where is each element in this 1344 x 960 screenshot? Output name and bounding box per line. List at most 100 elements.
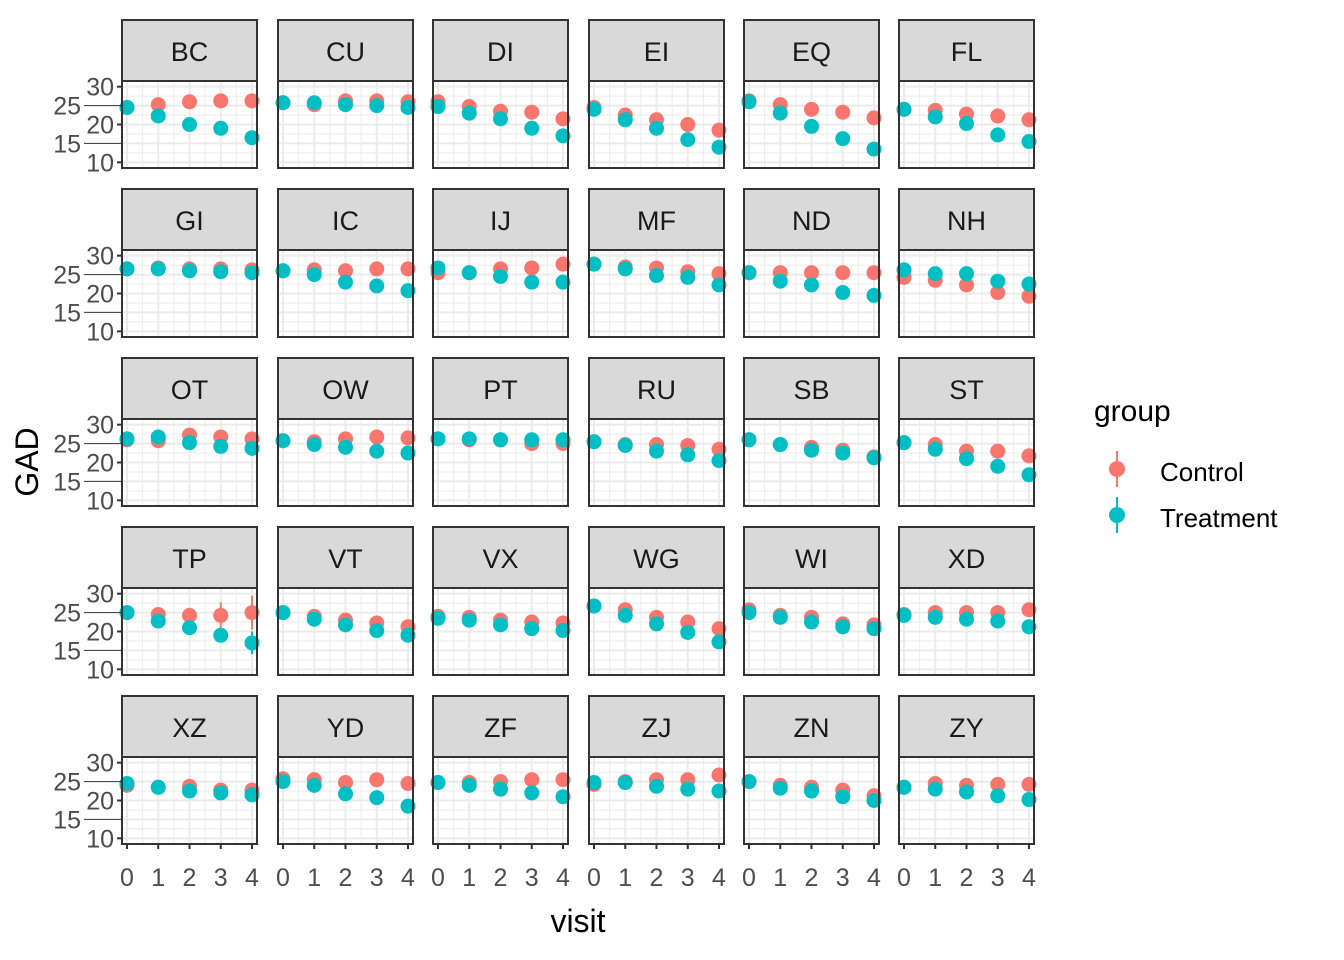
data-point-treatment <box>400 283 416 299</box>
legend-label-treatment: Treatment <box>1160 503 1278 533</box>
facet-strip <box>432 695 569 758</box>
facet-panel-ow: OW <box>275 357 416 507</box>
data-point-treatment <box>555 623 571 639</box>
x-tick-label: 1 <box>151 864 165 892</box>
facet-strip-label: OW <box>322 375 369 405</box>
data-point-treatment <box>835 445 851 461</box>
data-point-treatment <box>649 268 664 284</box>
facet-strip <box>121 188 258 251</box>
y-tick-label: 15 <box>53 806 81 834</box>
data-point-treatment <box>990 273 1006 289</box>
facet-strip-label: WG <box>633 544 680 574</box>
data-point-control <box>990 108 1006 124</box>
facet-panel-ei: EI <box>586 19 727 169</box>
y-tick-label: 20 <box>86 281 114 309</box>
facet-strip <box>743 19 880 82</box>
y-tick-label: 30 <box>86 750 114 778</box>
data-point-treatment <box>835 285 851 301</box>
data-point-control <box>804 265 819 281</box>
data-point-control <box>680 614 696 630</box>
data-point-treatment <box>400 627 416 643</box>
facet-strip-label: IC <box>332 206 359 236</box>
data-point-treatment <box>369 443 385 459</box>
x-axis-label: visit <box>550 903 605 939</box>
data-point-treatment <box>959 451 974 467</box>
x-tick-label: 4 <box>556 864 570 892</box>
facet-strip-label: EI <box>644 37 670 67</box>
data-point-treatment <box>835 131 851 147</box>
data-point-treatment <box>617 607 633 623</box>
x-tick-label: 1 <box>773 864 787 892</box>
data-point-treatment <box>741 432 757 448</box>
legend: group Control Treatment <box>1094 395 1278 533</box>
y-tick-label: 15 <box>53 299 81 327</box>
data-point-treatment <box>990 613 1006 629</box>
facet-strip-label: TP <box>172 544 207 574</box>
data-point-treatment <box>461 612 477 628</box>
facet-strip-label: PT <box>483 375 518 405</box>
data-point-treatment <box>524 621 540 637</box>
x-tick-label: 3 <box>681 864 695 892</box>
data-point-treatment <box>338 617 353 633</box>
data-point-control <box>711 122 727 138</box>
data-point-treatment <box>275 433 291 449</box>
facet-strip <box>743 695 880 758</box>
data-point-control <box>1021 776 1037 792</box>
facet-strip <box>277 695 414 758</box>
x-tick-label: 2 <box>650 864 664 892</box>
data-point-treatment <box>150 779 166 795</box>
x-tick-label: 4 <box>245 864 259 892</box>
facet-strip <box>432 526 569 589</box>
x-tick-label: 2 <box>183 864 197 892</box>
data-point-treatment <box>369 278 385 294</box>
facet-strip-label: YD <box>327 713 365 743</box>
y-tick-label: 20 <box>86 619 114 647</box>
y-tick-label: 30 <box>86 74 114 102</box>
y-tick-label: 15 <box>53 468 81 496</box>
data-point-treatment <box>119 99 135 115</box>
data-point-control <box>338 775 353 791</box>
x-tick-label: 2 <box>494 864 508 892</box>
data-point-control <box>244 605 260 621</box>
facet-strip <box>898 526 1035 589</box>
data-point-treatment <box>461 265 477 281</box>
data-point-treatment <box>866 141 882 157</box>
data-point-treatment <box>493 781 508 797</box>
data-point-treatment <box>275 95 291 111</box>
facet-strip <box>432 357 569 420</box>
data-point-treatment <box>182 435 197 451</box>
data-point-treatment <box>680 624 696 640</box>
y-tick-label: 30 <box>86 581 114 609</box>
data-point-treatment <box>959 116 974 132</box>
data-point-treatment <box>617 437 633 453</box>
facet-strip <box>588 19 725 82</box>
data-point-treatment <box>400 99 416 115</box>
facet-strip-label: GI <box>175 206 204 236</box>
data-point-control <box>555 772 571 788</box>
facet-panel-zf: ZF 0 1 2 3 4 <box>430 695 571 892</box>
legend-key-treatment <box>1109 507 1125 523</box>
data-point-treatment <box>804 783 819 799</box>
data-point-control <box>182 94 197 110</box>
y-tick-label: 30 <box>86 243 114 271</box>
data-point-treatment <box>959 266 974 282</box>
y-tick-label: 15 <box>53 130 81 158</box>
facet-panel-xd: XD <box>896 526 1037 676</box>
data-point-treatment <box>586 101 602 117</box>
facet-strip <box>743 357 880 420</box>
data-point-treatment <box>369 790 385 806</box>
x-tick-label: 4 <box>867 864 881 892</box>
data-point-treatment <box>990 458 1006 474</box>
data-point-treatment <box>711 277 727 293</box>
facet-strip-label: VX <box>482 544 518 574</box>
data-point-control <box>244 93 260 109</box>
data-point-treatment <box>1021 134 1037 150</box>
data-point-control <box>369 429 385 445</box>
data-point-control <box>990 285 1006 301</box>
data-point-control <box>213 607 229 623</box>
data-point-treatment <box>772 105 788 121</box>
